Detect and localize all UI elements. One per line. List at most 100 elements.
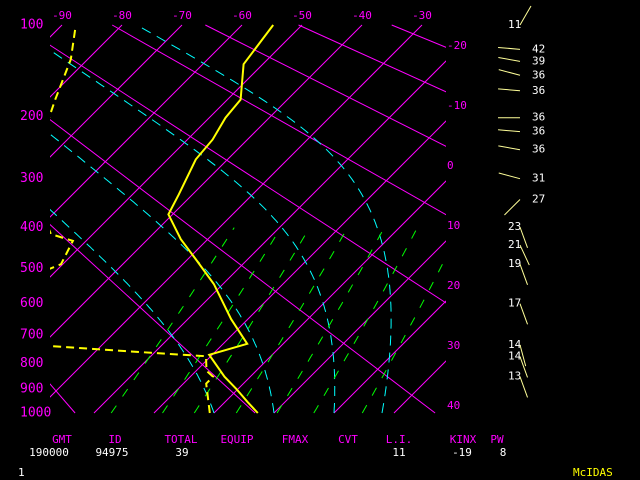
isotherm (50, 24, 183, 158)
y-tick-label: 100 (20, 18, 43, 33)
wind-speed-label: 36 (532, 143, 545, 156)
wind-speed-label: 13 (508, 370, 521, 383)
plot-area (50, 24, 640, 414)
isotherm (50, 24, 363, 338)
isotherm (50, 24, 243, 218)
wind-speed-label: 39 (532, 54, 545, 67)
wind-speed-label: 11 (508, 18, 521, 31)
mixing-ratio-line (162, 227, 282, 414)
wind-speed-label: 21 (508, 238, 521, 251)
wind-speed-label: 36 (532, 68, 545, 81)
dry-adiabat (205, 24, 446, 147)
dry-adiabat (298, 24, 446, 93)
isotherm (454, 25, 640, 413)
dry-adiabat (50, 118, 436, 414)
wind-barb (519, 356, 528, 378)
wind-barb (519, 244, 530, 266)
x-tick-label: -70 (172, 9, 192, 22)
isotherm (50, 24, 303, 278)
wind-speed-label: 14 (508, 350, 522, 363)
isotherm (93, 60, 446, 414)
stat-header: FMAX (282, 433, 309, 446)
brand: McIDAS (573, 466, 613, 479)
x-tick-label: -20 (447, 39, 467, 52)
moist-adiabat (50, 208, 215, 414)
wind-barb (519, 264, 528, 286)
y-tick-label: 600 (20, 296, 43, 311)
x-tick-label: 0 (447, 159, 454, 172)
x-tick-label: 30 (447, 339, 460, 352)
wind-barb (519, 5, 532, 26)
wind-barb (498, 46, 521, 50)
wind-barb (498, 145, 521, 151)
y-tick-label: 700 (20, 327, 43, 342)
stat-value: 11 (392, 446, 405, 459)
stat-header: ID (108, 433, 121, 446)
temperature-line (167, 24, 274, 414)
wind-speed-label: 19 (508, 257, 521, 270)
y-tick-label: 900 (20, 382, 43, 397)
x-tick-label: 10 (447, 219, 460, 232)
wind-speed-label: 23 (508, 220, 521, 233)
wind-speed-label: 36 (532, 125, 545, 138)
isotherm (50, 24, 123, 98)
mixing-ratio-line (276, 227, 385, 414)
wind-speed-label: 14 (508, 338, 522, 351)
y-tick-label: 300 (20, 171, 43, 186)
wind-speed-label: 42 (532, 42, 545, 55)
wind-barb (498, 69, 521, 76)
mixing-ratio-line (193, 227, 311, 414)
x-tick-label: -30 (412, 9, 432, 22)
stat-header: GMT (52, 433, 72, 446)
stat-header: EQUIP (220, 433, 253, 446)
moist-adiabat (50, 133, 275, 414)
dry-adiabat (50, 223, 256, 414)
x-tick-label: -90 (52, 9, 72, 22)
wind-barb (519, 226, 528, 248)
stat-value: 94975 (95, 446, 128, 459)
stat-header: CVT (338, 433, 358, 446)
mixing-ratio-line (110, 227, 235, 414)
isotherm (273, 240, 446, 414)
stat-header: TOTAL (164, 433, 197, 446)
wind-barb (498, 88, 521, 92)
wind-speed-label: 17 (508, 297, 521, 310)
stat-value: 39 (175, 446, 188, 459)
wind-speed-label: 31 (532, 172, 545, 185)
x-tick-label: 20 (447, 279, 460, 292)
stat-value: -19 (452, 446, 472, 459)
isotherm (213, 180, 446, 414)
wind-barb (504, 199, 521, 216)
wind-barb (498, 172, 521, 180)
wind-barb (519, 344, 527, 367)
moist-adiabat (136, 24, 392, 414)
dry-adiabat (111, 24, 446, 216)
x-tick-label: -40 (352, 9, 372, 22)
dewpoint-line (50, 24, 215, 414)
stat-header: L.I. (386, 433, 413, 446)
x-tick-label: -80 (112, 9, 132, 22)
wind-speed-label: 36 (532, 111, 545, 124)
stat-header: KINX (450, 433, 477, 446)
x-tick-label: -60 (232, 9, 252, 22)
wind-speed-label: 27 (532, 192, 545, 205)
stat-header: PW (490, 433, 504, 446)
mixing-ratio-line (361, 256, 446, 414)
wind-barb (498, 129, 521, 133)
y-tick-label: 200 (20, 109, 43, 124)
wind-speed-label: 36 (532, 84, 545, 97)
y-tick-label: 1000 (20, 406, 51, 421)
y-tick-label: 400 (20, 220, 43, 235)
dry-adiabat (578, 25, 640, 413)
wind-barb (519, 303, 528, 325)
y-tick-label: 800 (20, 356, 43, 371)
x-tick-label: 40 (447, 399, 460, 412)
isotherm (153, 120, 446, 414)
x-tick-label: -50 (292, 9, 312, 22)
mixing-ratio-line (313, 227, 418, 414)
x-tick-label: -10 (447, 99, 467, 112)
y-tick-label: 500 (20, 261, 43, 276)
